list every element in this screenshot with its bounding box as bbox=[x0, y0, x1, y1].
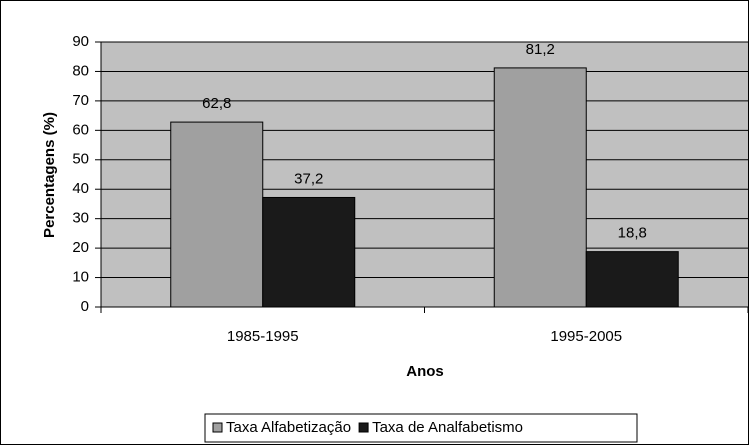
legend-label: Taxa de Analfabetismo bbox=[372, 419, 523, 436]
legend-swatch bbox=[358, 422, 369, 433]
y-tick-label: 40 bbox=[72, 180, 89, 197]
y-tick-label: 10 bbox=[72, 269, 89, 286]
bar bbox=[493, 67, 587, 308]
y-tick-label: 30 bbox=[72, 210, 89, 227]
y-tick-label: 90 bbox=[72, 33, 89, 50]
value-label: 37,2 bbox=[294, 170, 323, 187]
x-axis-label: Anos bbox=[406, 363, 444, 380]
bar bbox=[585, 251, 679, 308]
y-tick-label: 60 bbox=[72, 121, 89, 138]
y-axis-label: Percentagens (%) bbox=[41, 112, 58, 238]
legend-label: Taxa Alfabetização bbox=[226, 419, 351, 436]
bar bbox=[262, 196, 356, 308]
y-tick-label: 80 bbox=[72, 62, 89, 79]
x-tick-label: 1995-2005 bbox=[550, 328, 622, 345]
legend-swatch bbox=[212, 422, 223, 433]
bar bbox=[170, 121, 264, 308]
value-label: 18,8 bbox=[618, 225, 647, 242]
y-tick-label: 70 bbox=[72, 92, 89, 109]
value-label: 81,2 bbox=[526, 41, 555, 58]
y-tick-label: 20 bbox=[72, 239, 89, 256]
x-tick-label: 1985-1995 bbox=[227, 328, 299, 345]
y-tick-label: 50 bbox=[72, 151, 89, 168]
legend-box bbox=[204, 413, 638, 443]
value-label: 62,8 bbox=[202, 95, 231, 112]
y-tick-label: 0 bbox=[81, 298, 89, 315]
